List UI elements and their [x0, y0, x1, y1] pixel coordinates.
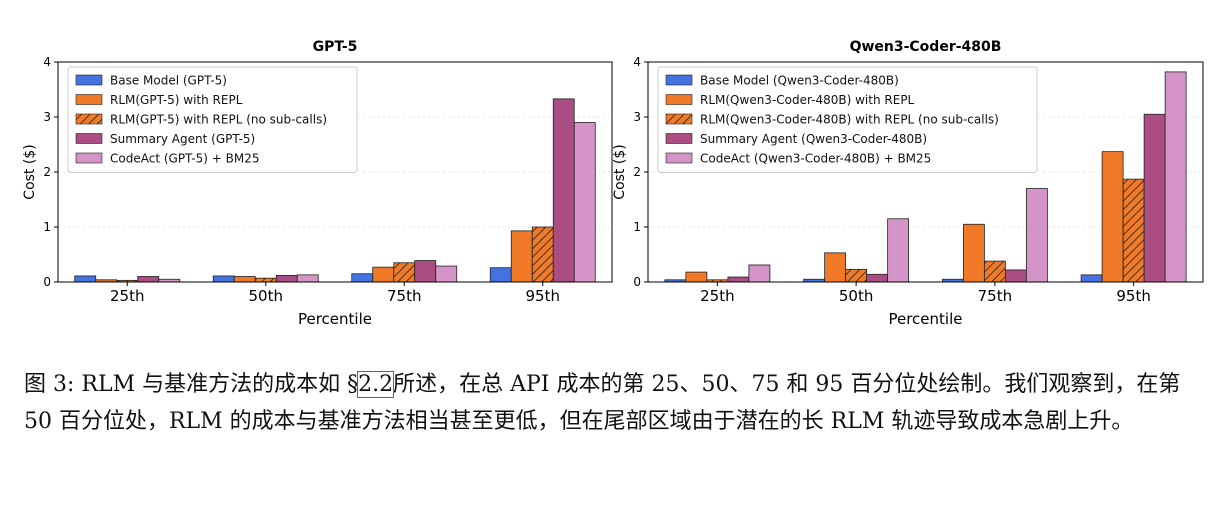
bar-nosub [845, 268, 868, 283]
legend-label: Summary Agent (GPT-5) [110, 132, 255, 146]
y-tick-label: 2 [43, 165, 51, 179]
plot-frame [647, 61, 1204, 283]
x-tick-label: 25th [700, 287, 734, 305]
legend-swatch-codeact [75, 152, 103, 164]
legend-label: Base Model (GPT-5) [110, 74, 227, 88]
x-tick-label: 75th [387, 287, 421, 305]
y-tick-label: 1 [633, 220, 641, 234]
bar-summary [275, 274, 298, 283]
x-tick-label: 75th [978, 287, 1012, 305]
bar-codeact [887, 218, 910, 283]
plot-frame [57, 61, 613, 283]
bar-nosub [531, 226, 554, 283]
bar-summary [866, 273, 889, 283]
bar-repl [1101, 151, 1124, 283]
legend-swatch-nosub [665, 113, 693, 125]
bar-nosub [254, 277, 277, 283]
bar-repl [824, 252, 847, 283]
x-axis-label: Percentile [888, 310, 962, 328]
y-tick-label: 1 [43, 220, 51, 234]
legend-swatch-summary [665, 133, 693, 144]
bar-summary [1143, 113, 1166, 283]
bar-summary [137, 276, 160, 283]
bar-nosub [1122, 178, 1145, 283]
y-tick-label: 2 [633, 165, 641, 179]
legend-label: RLM(Qwen3-Coder-480B) with REPL (no sub-… [700, 113, 999, 127]
bar-base [351, 273, 374, 283]
bar-codeact [435, 265, 458, 283]
bar-repl [685, 271, 708, 283]
legend-label: Base Model (Qwen3-Coder-480B) [700, 74, 899, 88]
bar-summary [552, 98, 575, 283]
legend-box [657, 66, 1038, 173]
x-axis-label: Percentile [298, 310, 372, 328]
bar-codeact [573, 122, 596, 283]
y-tick-label: 3 [633, 110, 641, 124]
caption-text-before: 图 3: RLM 与基准方法的成本如 § [24, 372, 359, 397]
bar-codeact [296, 274, 319, 283]
y-tick-label: 0 [43, 275, 51, 289]
y-axis-label: Cost ($) [22, 144, 38, 199]
legend-label: RLM(GPT-5) with REPL [110, 93, 243, 107]
y-tick-label: 3 [43, 110, 51, 124]
caption-text-after: 所述，在总 API 成本的第 25、50、75 和 95 百分位处绘制。我们观察… [24, 372, 1181, 434]
x-tick-label: 50th [249, 287, 283, 305]
y-tick-label: 4 [633, 55, 641, 69]
y-tick-label: 0 [633, 275, 641, 289]
bar-summary [1004, 269, 1027, 283]
y-axis-label: Cost ($) [612, 144, 628, 199]
bar-codeact [1164, 71, 1187, 283]
legend-label: CodeAct (GPT-5) + BM25 [110, 152, 259, 166]
bar-codeact [1025, 188, 1048, 283]
legend-swatch-nosub [75, 113, 103, 125]
bar-repl [233, 276, 256, 283]
legend-swatch-base [665, 74, 693, 86]
legend-swatch-summary [75, 133, 103, 144]
bar-repl [372, 266, 395, 283]
bar-repl [962, 223, 985, 283]
y-tick-label: 4 [43, 55, 51, 69]
bar-summary [727, 276, 750, 283]
chart-title: GPT-5 [313, 39, 358, 55]
bar-nosub [983, 260, 1006, 283]
bar-summary [414, 260, 437, 283]
legend-swatch-repl [75, 94, 103, 105]
figure-caption: 图 3: RLM 与基准方法的成本如 §2.2所述，在总 API 成本的第 25… [24, 366, 1214, 440]
x-tick-label: 25th [110, 287, 144, 305]
x-tick-label: 95th [526, 287, 560, 305]
bar-base [1080, 274, 1103, 283]
legend-label: CodeAct (Qwen3-Coder-480B) + BM25 [700, 152, 931, 166]
bar-base [212, 275, 235, 283]
legend-swatch-codeact [665, 152, 693, 164]
figure: GPT-5 0 1 2 3 4 25th 50th 75th 95th Percentile Cost… [22, 39, 1204, 328]
bar-repl [510, 230, 533, 283]
legend-box [67, 66, 358, 173]
legend-swatch-repl [665, 94, 693, 105]
legend-label: Summary Agent (Qwen3-Coder-480B) [700, 132, 927, 146]
legend-swatch-base [75, 74, 103, 86]
bar-base [489, 267, 512, 283]
legend-label: RLM(GPT-5) with REPL (no sub-calls) [110, 113, 327, 127]
x-tick-label: 95th [1116, 287, 1150, 305]
chart-title: Qwen3-Coder-480B [850, 39, 1002, 55]
bar-nosub [393, 262, 416, 283]
x-tick-label: 50th [839, 287, 873, 305]
chart-gpt5: GPT-5 0 1 2 3 4 25th 50th 75th 95th Percentile Cost… [22, 39, 613, 328]
legend-label: RLM(Qwen3-Coder-480B) with REPL [700, 93, 915, 107]
section-reference-link[interactable]: 2.2 [357, 371, 395, 398]
bar-base [74, 275, 97, 283]
bar-codeact [748, 264, 771, 283]
chart-qwen3-coder: Qwen3-Coder-480B 0 1 2 3 4 25th 50th 75th 95th Per… [612, 39, 1204, 328]
